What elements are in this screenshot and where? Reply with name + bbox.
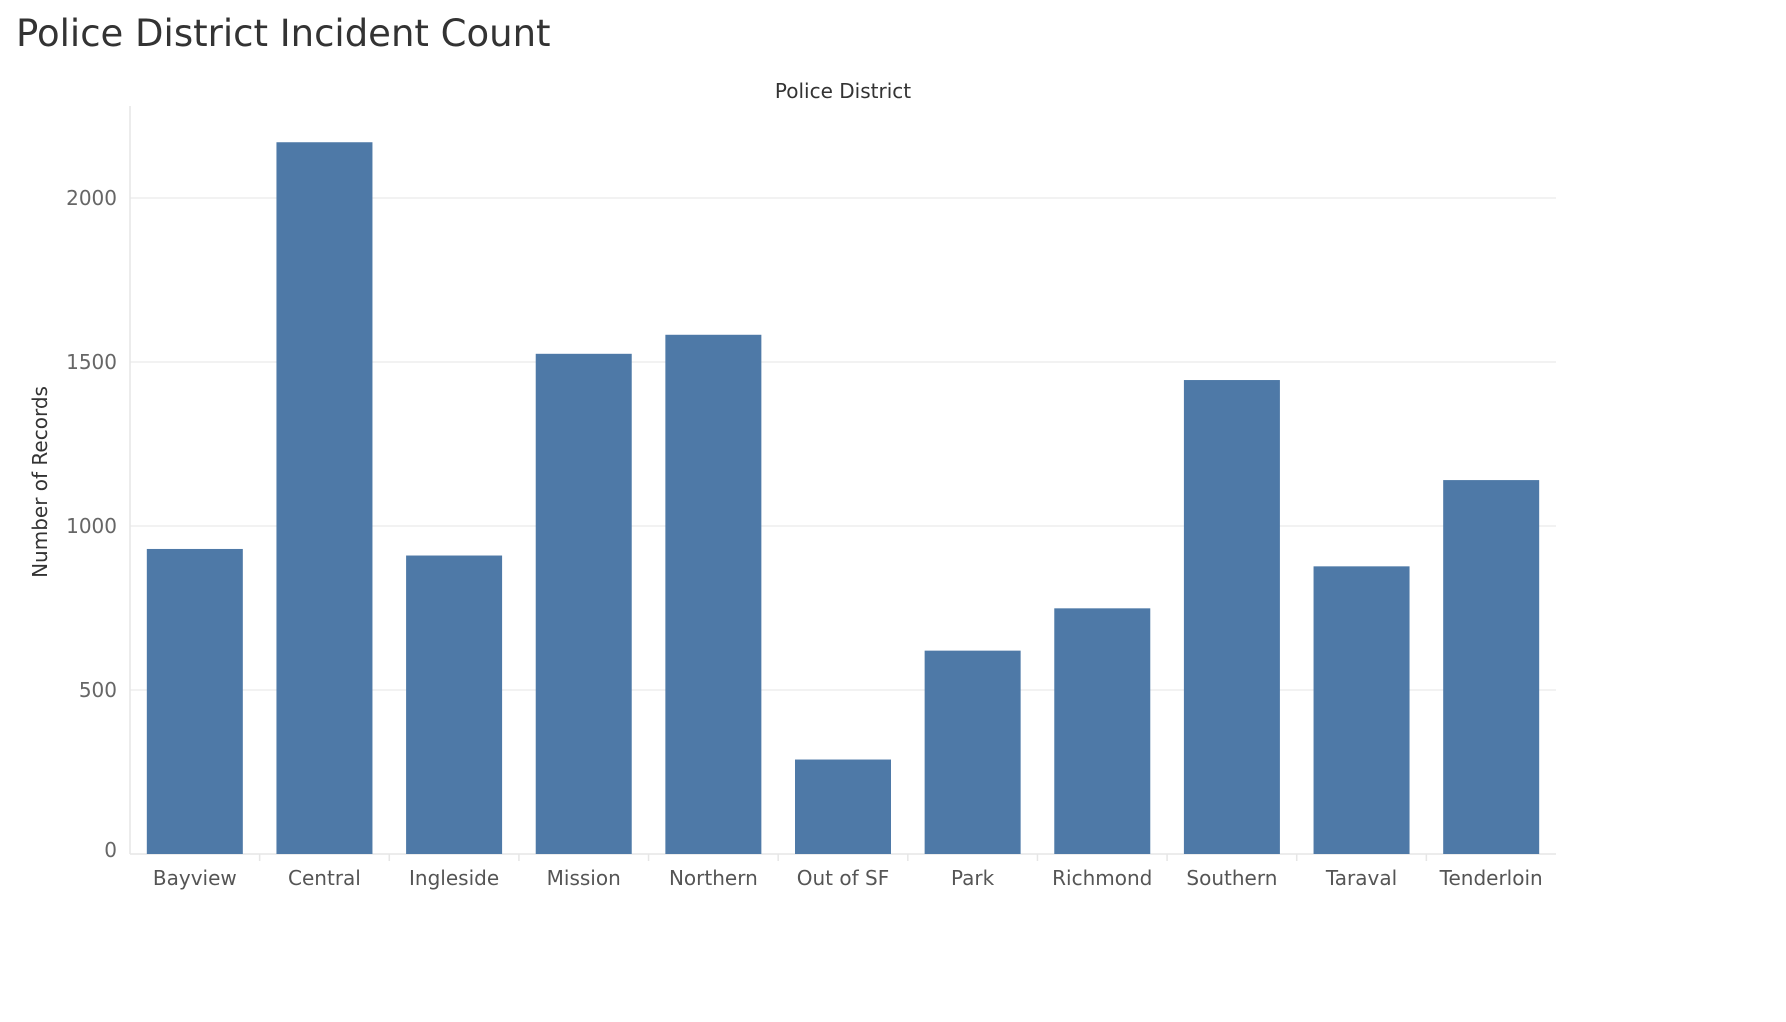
bar-out-of-sf[interactable] bbox=[795, 759, 891, 854]
column-header: Police District bbox=[775, 79, 911, 103]
category-label: Mission bbox=[547, 866, 621, 890]
category-label: Central bbox=[288, 866, 361, 890]
bar-taraval[interactable] bbox=[1313, 566, 1410, 854]
bar-tenderloin[interactable] bbox=[1443, 480, 1540, 854]
bar-northern[interactable] bbox=[665, 334, 762, 854]
bar-richmond[interactable] bbox=[1054, 608, 1151, 854]
category-label: Bayview bbox=[153, 866, 237, 890]
bar-central[interactable] bbox=[276, 142, 373, 855]
y-tick-labels: 0 500 1000 1500 2000 bbox=[66, 186, 117, 862]
bar-ingleside[interactable] bbox=[406, 555, 503, 854]
category-label: Park bbox=[951, 866, 995, 890]
y-tick-label: 1000 bbox=[66, 514, 117, 538]
category-label: Southern bbox=[1186, 866, 1277, 890]
page-title: Police District Incident Count bbox=[16, 12, 551, 55]
category-label: Richmond bbox=[1052, 866, 1152, 890]
bar-park[interactable] bbox=[924, 650, 1021, 854]
category-label: Taraval bbox=[1325, 866, 1397, 890]
y-axis-title: Number of Records bbox=[28, 386, 52, 578]
bar-mission[interactable] bbox=[535, 353, 632, 854]
bars bbox=[146, 142, 1540, 855]
y-tick-label: 0 bbox=[104, 838, 117, 862]
y-tick-label: 2000 bbox=[66, 186, 117, 210]
category-label: Ingleside bbox=[409, 866, 499, 890]
bar-southern[interactable] bbox=[1183, 380, 1280, 854]
y-tick-label: 500 bbox=[79, 678, 117, 702]
category-labels: Bayview Central Ingleside Mission Northern Ou… bbox=[153, 866, 1543, 890]
category-label: Out of SF bbox=[797, 866, 889, 890]
bar-bayview[interactable] bbox=[146, 548, 243, 854]
category-label: Northern bbox=[669, 866, 758, 890]
y-tick-label: 1500 bbox=[66, 350, 117, 374]
category-label: Tenderloin bbox=[1439, 866, 1543, 890]
